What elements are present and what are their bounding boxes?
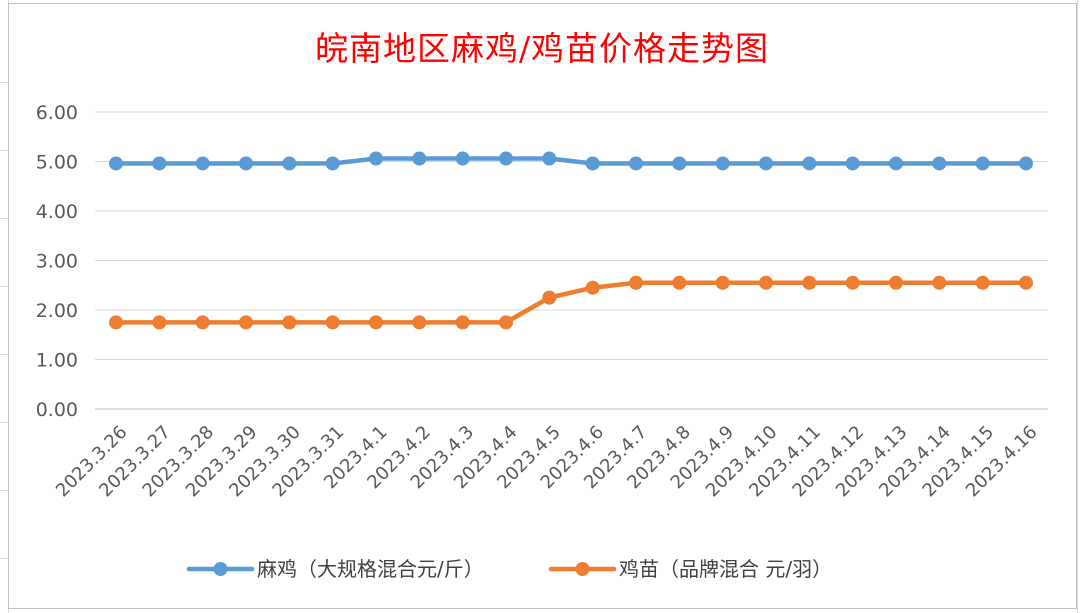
series-1-point xyxy=(629,275,643,290)
sheet-gridline xyxy=(0,286,8,287)
y-tick-label: 6.00 xyxy=(36,102,78,124)
y-tick-label: 2.00 xyxy=(36,300,78,322)
chart-title: 皖南地区麻鸡/鸡苗价格走势图 xyxy=(314,29,770,68)
sheet-gridline xyxy=(1077,0,1078,613)
series-1-point xyxy=(152,315,167,330)
y-tick-label: 3.00 xyxy=(36,251,78,273)
series-1-point xyxy=(542,290,557,305)
series-1-point xyxy=(109,315,123,330)
series-0-point xyxy=(1019,156,1033,171)
y-tick-label: 0.00 xyxy=(36,399,78,421)
series-0-point xyxy=(585,156,600,171)
series-line-0 xyxy=(113,156,1029,166)
chart-area[interactable] xyxy=(8,3,1077,609)
y-tick-label: 4.00 xyxy=(36,201,78,223)
series-1-point xyxy=(975,275,990,290)
series-1-point xyxy=(239,315,253,330)
series-0-point xyxy=(195,156,210,171)
sheet-gridline xyxy=(0,490,8,491)
legend-marker-1 xyxy=(575,562,590,576)
series-1-point xyxy=(1019,275,1033,290)
sheet-gridline xyxy=(0,354,8,355)
series-1-point xyxy=(455,315,470,330)
series-1-point xyxy=(672,275,687,290)
series-0-point xyxy=(455,151,470,166)
sheet-gridline xyxy=(0,150,8,151)
series-0-point xyxy=(412,151,427,166)
series-0-point xyxy=(672,156,687,171)
series-0-point xyxy=(325,156,340,171)
series-0-point xyxy=(499,151,513,166)
series-1-point xyxy=(889,275,903,290)
legend-marker-0 xyxy=(213,562,228,576)
series-1-point xyxy=(195,315,210,330)
series-0-point xyxy=(715,156,730,171)
sheet-gridline xyxy=(0,218,8,219)
series-1-point xyxy=(759,275,773,290)
sheet-gridline xyxy=(0,422,8,423)
series-0-point xyxy=(932,156,947,171)
series-1-point xyxy=(932,275,947,290)
series-line-1 xyxy=(113,280,1029,325)
series-0-point xyxy=(975,156,990,171)
legend-label-1: 鸡苗（品牌混合 元/羽） xyxy=(619,557,832,581)
series-0-point xyxy=(845,156,860,171)
series-0-point xyxy=(889,156,903,171)
series-0-point xyxy=(802,156,817,171)
series-1-point xyxy=(499,315,513,330)
series-1-point xyxy=(369,315,383,330)
series-0-point xyxy=(629,156,643,171)
series-0-point xyxy=(369,151,383,166)
series-1-point xyxy=(845,275,860,290)
series-1-point xyxy=(802,275,817,290)
series-0-point xyxy=(282,156,297,171)
series-0-point xyxy=(109,156,123,171)
series-0-point xyxy=(239,156,253,171)
y-tick-label: 1.00 xyxy=(36,350,78,372)
y-tick-label: 5.00 xyxy=(36,152,78,174)
series-0-point xyxy=(542,151,557,166)
series-1-point xyxy=(715,275,730,290)
legend-label-0: 麻鸡（大规格混合元/斤） xyxy=(257,557,484,581)
sheet-gridline xyxy=(0,82,8,83)
series-0-point xyxy=(152,156,167,171)
series-1-point xyxy=(412,315,427,330)
sheet-gridline xyxy=(0,558,8,559)
series-0-point xyxy=(759,156,773,171)
series-1-point xyxy=(325,315,340,330)
series-1-point xyxy=(585,280,600,295)
series-1-point xyxy=(282,315,297,330)
